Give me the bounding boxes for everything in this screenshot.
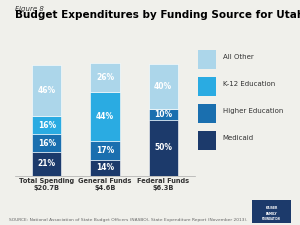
Bar	[148, 109, 178, 120]
Bar	[91, 141, 119, 160]
Text: Budget Expenditures by Funding Source for Utah, SFY 2012: Budget Expenditures by Funding Source fo…	[15, 10, 300, 20]
Bar	[148, 64, 178, 109]
Text: 16%: 16%	[38, 121, 56, 130]
FancyBboxPatch shape	[198, 104, 216, 123]
Text: K-12 Education: K-12 Education	[223, 81, 275, 87]
Text: All Other: All Other	[223, 54, 254, 61]
Bar	[32, 117, 62, 134]
FancyBboxPatch shape	[198, 77, 216, 96]
Text: FAMILY: FAMILY	[266, 212, 277, 216]
Text: FOUNDATION: FOUNDATION	[262, 217, 281, 221]
Text: Higher Education: Higher Education	[223, 108, 283, 114]
Bar	[32, 152, 62, 176]
Bar	[91, 92, 119, 141]
Bar	[148, 120, 178, 176]
FancyBboxPatch shape	[198, 131, 216, 150]
Bar	[32, 134, 62, 152]
Text: 26%: 26%	[96, 73, 114, 82]
Text: 14%: 14%	[96, 163, 114, 172]
Bar	[91, 160, 119, 176]
Bar	[32, 65, 62, 117]
Text: SOURCE: National Association of State Budget Officers (NASBO), State Expenditure: SOURCE: National Association of State Bu…	[9, 218, 247, 222]
Text: 10%: 10%	[154, 110, 172, 119]
FancyBboxPatch shape	[198, 50, 216, 69]
Text: 40%: 40%	[154, 82, 172, 91]
Text: Medicaid: Medicaid	[223, 135, 254, 141]
Bar	[91, 63, 119, 92]
Text: KAISER: KAISER	[266, 206, 278, 210]
Text: 21%: 21%	[38, 159, 56, 168]
Text: Figure 8: Figure 8	[15, 6, 44, 12]
Text: 50%: 50%	[154, 143, 172, 152]
Text: 16%: 16%	[38, 139, 56, 148]
Text: 17%: 17%	[96, 146, 114, 155]
Text: 44%: 44%	[96, 112, 114, 121]
Text: 46%: 46%	[38, 86, 56, 95]
